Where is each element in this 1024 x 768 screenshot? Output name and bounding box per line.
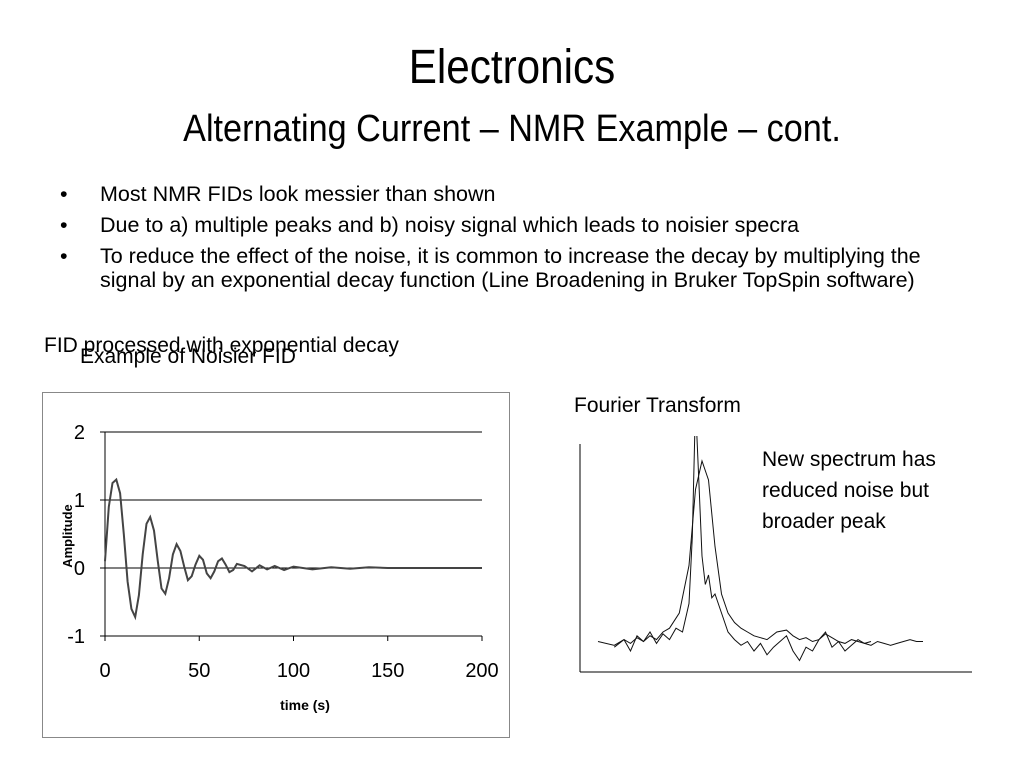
x-tick-label: 0 [99,660,110,682]
bullet-item: • To reduce the effect of the noise, it i… [58,244,978,292]
bullet-marker: • [60,244,68,268]
bullet-text: To reduce the effect of the noise, it is… [100,244,921,292]
fourier-transform-label: Fourier Transform [574,394,741,417]
fid-chart-frame: Amplitude time (s) 2 1 0 -1 0 50 100 150 200 [42,392,510,738]
y-axis-label: Amplitude [60,504,75,568]
ft-broad-peak-line [597,459,923,646]
bullet-list: • Most NMR FIDs look messier than shown •… [58,182,978,299]
fid-chart: Amplitude time (s) 2 1 0 -1 0 50 100 150 200 [60,422,499,713]
processed-fid-caption: FID processed with exponential decay [44,334,399,357]
x-tick-label: 150 [371,660,404,682]
y-tick-label: 2 [74,422,85,444]
ft-noisy-peak-line [613,436,872,662]
x-tick-label: 100 [277,660,310,682]
y-tick-label: 0 [74,558,85,580]
bullet-text: Most NMR FIDs look messier than shown [100,182,496,206]
slide-title: Electronics [408,41,616,94]
bullet-marker: • [60,182,68,206]
bullet-marker: • [60,213,68,237]
fid-series-line [104,477,482,621]
bullet-text: Due to a) multiple peaks and b) noisy si… [100,213,800,237]
noisier-fid-caption: Example of Noisier FID [80,345,296,368]
slide-subtitle: Alternating Current – NMR Example – cont… [183,108,841,150]
y-tick-label: -1 [67,626,85,648]
fourier-chart [579,436,972,673]
x-tick-label: 50 [188,660,210,682]
bullet-item: • Due to a) multiple peaks and b) noisy s… [58,213,978,237]
x-axis-label: time (s) [280,697,330,713]
x-tick-label: 200 [465,660,498,682]
bullet-item: • Most NMR FIDs look messier than shown [58,182,978,206]
y-tick-label: 1 [74,490,85,512]
spectrum-note: New spectrum has reduced noise but broad… [762,448,936,533]
